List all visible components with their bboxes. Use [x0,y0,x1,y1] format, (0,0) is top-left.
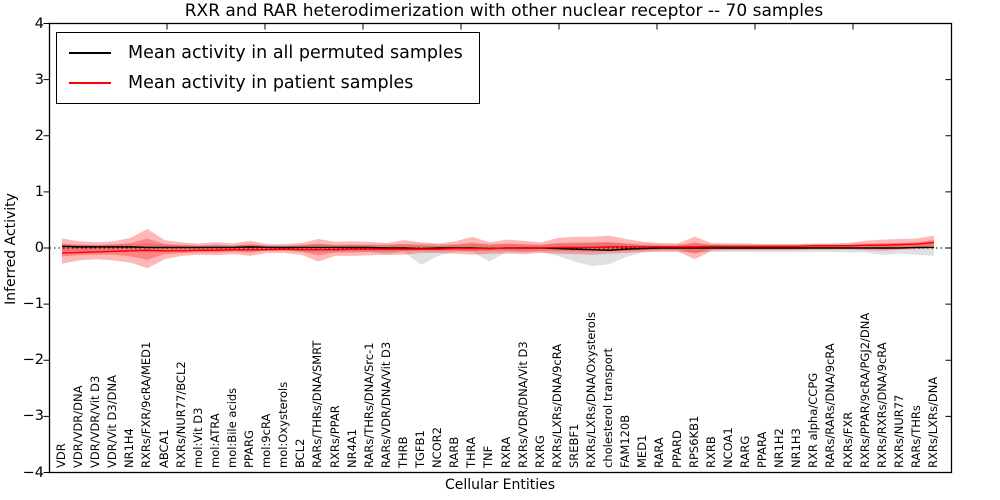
x-category-label: RXR alpha/CCPG [806,372,821,468]
x-category-label: RARs/THRs [908,405,923,468]
x-category-label: TNF [481,445,496,468]
x-category-label: mol:Oxysterols [276,381,291,468]
y-tick-label: −4 [22,464,44,481]
x-category-label: RXRs/LXRs/DNA [926,376,940,468]
legend-items: Mean activity in all permuted samples Mea… [69,38,463,98]
x-category-label: mol:Bile acids [224,387,239,468]
x-category-label: mol:9cRA [259,413,274,468]
legend: Mean activity in all permuted samples Mea… [56,32,480,104]
x-category-label: RARB [447,436,462,468]
y-tick-label: −2 [22,352,44,369]
x-category-label: RXRs/FXR [840,411,855,468]
x-category-label: mol:Vit D3 [190,407,205,468]
x-category-label: PPARA [755,431,770,468]
x-category-label: RARs/THRs/DNA/Src-1 [361,342,376,468]
x-category-label: VDR [54,443,68,468]
x-category-label: SREBF1 [566,423,581,468]
x-category-label: RXRs/VDR/DNA/Vit D3 [515,341,530,468]
x-category-label: NR1H4 [122,428,137,468]
x-category-label: NR1H3 [789,428,804,468]
x-category-label: FAM120B [618,414,633,468]
x-category-label: RXRs/NUR77/BCL2 [173,361,188,468]
x-category-label: THRB [395,436,410,468]
x-category-label: RXRA [498,436,513,468]
x-category-label: VDR/VDR/Vit D3 [88,375,103,468]
x-category-label: RXRB [703,436,718,468]
x-category-label: RARs/RARs/DNA/9cRA [823,343,838,468]
x-category-label: RARA [652,437,667,468]
x-category-label: RXRs/FXR/9cRA/MED1 [139,341,154,468]
patient-band-inner [62,238,934,260]
x-category-label: ABCA1 [156,429,171,468]
x-category-label: VDR/Vit D3/DNA [105,375,120,468]
x-category-label: RXRs/LXRs/DNA/9cRA [549,343,564,468]
x-axis-label: Cellular Entities [444,477,556,493]
patient-mean-line [61,241,935,254]
legend-label: Mean activity in patient samples [128,73,414,93]
y-tick-label: 0 [34,240,44,256]
x-category-label: RARs/THRs/DNA/SMRT [310,340,325,468]
legend-label: Mean activity in all permuted samples [128,43,463,63]
x-category-label: RXRs/NUR77 [891,394,906,468]
x-category-label: VDR/VDR/DNA [71,385,86,469]
chart-title: RXR and RAR heterodimerization with othe… [184,1,824,21]
x-category-label: RXRs/LXRs/DNA/Oxysterols [584,311,599,468]
legend-line-swatch [69,82,111,84]
x-category-label: PPARD [669,430,684,468]
x-category-label: NR1H2 [772,428,787,468]
legend-entry: Mean activity in all permuted samples [69,38,463,68]
x-category-label: PPARG [242,430,257,468]
x-category-label: RXRs/RXRs/DNA/9cRA [874,342,889,468]
x-category-label: RARs/VDR/DNA/Vit D3 [378,341,393,468]
x-category-label: NR4A1 [344,428,359,468]
y-tick-label: 3 [34,71,44,88]
x-category-label: RXRG [532,435,547,468]
x-category-label: NCOA1 [720,427,735,468]
y-tick-label: −3 [22,408,44,425]
x-category-label: mol:ATRA [207,413,222,468]
y-tick-label: 1 [34,183,44,200]
x-category-label: NCOR2 [430,427,445,468]
x-category-label: cholesterol transport [601,348,616,468]
x-category-label: RXRs/PPAR/9cRA/PGJ2/DNA [857,312,872,468]
y-tick-label: −1 [22,296,44,313]
y-tick-labels: 4 3 2 1 0 −1 −2 −3 −4 [0,0,44,500]
legend-line-swatch [69,52,111,54]
legend-entry: Mean activity in patient samples [69,68,463,98]
x-category-label: RXRs/PPAR [327,405,342,468]
y-tick-label: 2 [34,127,44,144]
x-category-label: MED1 [635,434,650,468]
y-tick-label: 4 [34,15,44,32]
x-category-label: THRA [464,436,479,468]
x-category-label: TGFB1 [413,430,428,468]
x-category-label: RARG [737,435,752,468]
x-category-label: RPS6KB1 [686,415,701,468]
x-category-label: BCL2 [293,438,308,468]
